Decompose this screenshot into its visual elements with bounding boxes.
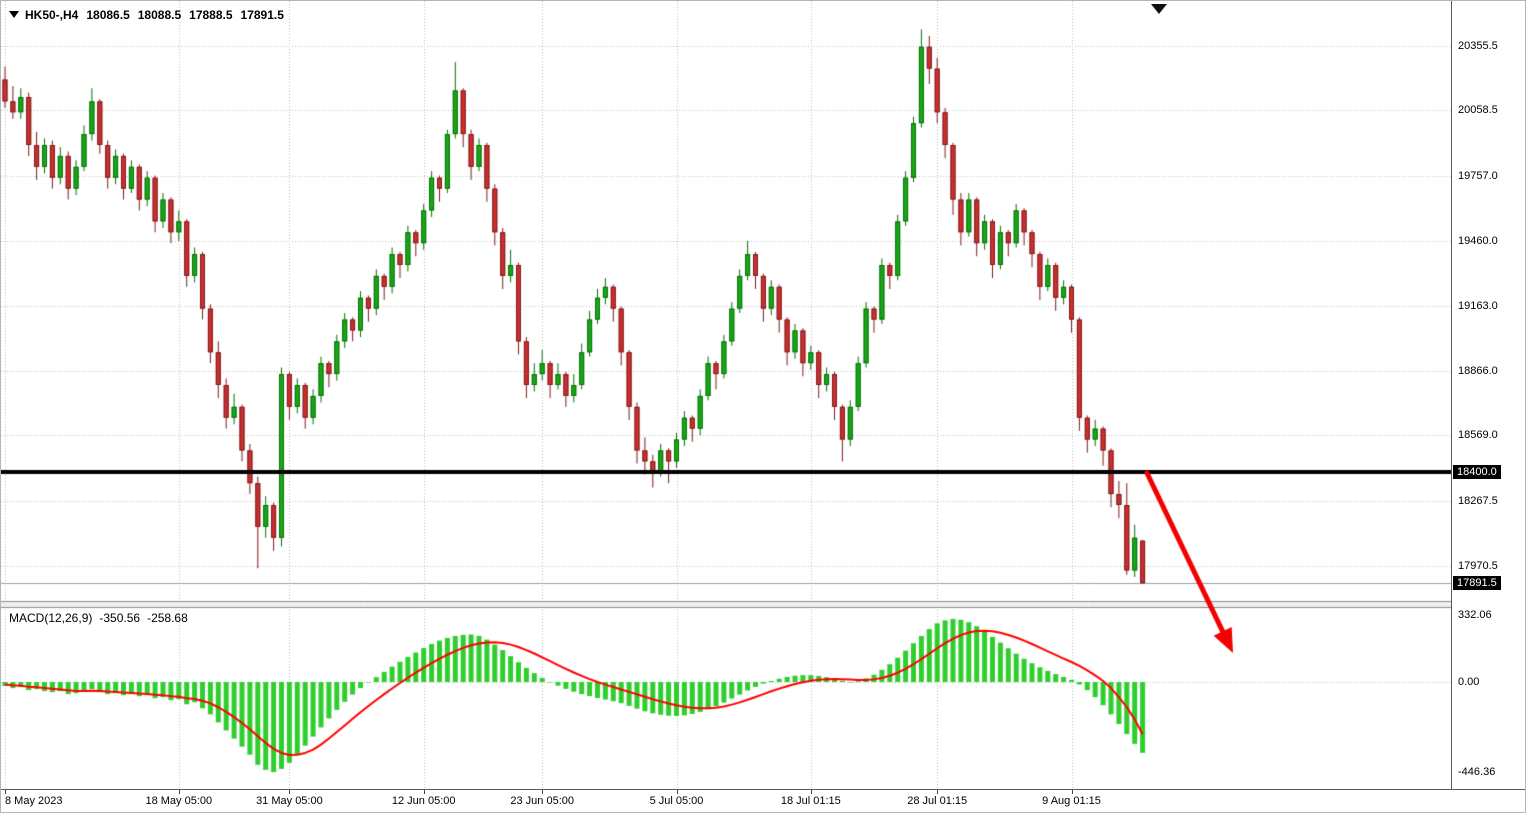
time-tick-mark [424, 790, 425, 794]
chart-shift-marker-icon[interactable] [1151, 4, 1167, 14]
macd-tick-label: 0.00 [1458, 676, 1480, 688]
indicator-label: MACD(12,26,9) -350.56 -258.68 [9, 611, 188, 625]
time-tick-label: 8 May 2023 [5, 795, 63, 807]
macd-tick-label: 332.06 [1458, 608, 1492, 621]
time-axis[interactable]: 8 May 2023 18 May 05:00 31 May 05:00 12 Jun… [1, 789, 1525, 812]
price-tick-label: 18267.5 [1458, 495, 1498, 508]
time-tick-label: 9 Aug 01:15 [1042, 795, 1101, 807]
time-tick-mark [1072, 790, 1073, 794]
time-tick-mark [937, 790, 938, 794]
indicator-signal-value: -258.68 [147, 611, 188, 625]
macd-tick-label: -446.36 [1458, 766, 1496, 779]
time-tick-mark [677, 790, 678, 794]
time-tick-label: 28 Jul 01:15 [907, 795, 968, 807]
time-tick-label: 18 May 05:00 [145, 795, 213, 807]
indicator-main-value: -350.56 [99, 611, 141, 625]
collapse-triangle-icon[interactable] [9, 11, 19, 18]
time-tick-mark [542, 790, 543, 794]
ohlc-low: 17888.5 [189, 8, 233, 22]
time-tick-label: 12 Jun 05:00 [391, 795, 456, 807]
time-tick-label: 31 May 05:00 [256, 795, 323, 807]
time-tick-label: 18 Jul 01:15 [780, 795, 841, 807]
price-tick-label: 18569.0 [1458, 429, 1498, 442]
ohlc-close: 17891.5 [240, 8, 284, 22]
time-tick-mark [179, 790, 180, 794]
price-tick-label: 19163.0 [1458, 299, 1498, 312]
price-line-label: 18400.0 [1453, 465, 1501, 480]
time-tick-label: 5 Jul 05:00 [649, 795, 704, 807]
price-axis[interactable]: 20355.5 20058.5 19757.0 19460.0 19163.0 18866… [1451, 1, 1525, 789]
time-tick-mark [811, 790, 812, 794]
time-tick-label: 23 Jun 05:00 [510, 795, 574, 807]
price-tick-label: 18866.0 [1458, 364, 1498, 377]
indicator-name: MACD(12,26,9) [9, 611, 93, 625]
price-line-label: 17891.5 [1453, 576, 1501, 591]
ohlc-open: 18086.5 [86, 8, 130, 22]
chart-canvas[interactable] [1, 1, 1451, 789]
time-tick-mark [5, 790, 6, 794]
price-tick-label: 17970.5 [1458, 559, 1498, 572]
chart-title: HK50-,H4 18086.5 18088.5 17888.5 17891.5 [25, 8, 284, 22]
price-tick-label: 19460.0 [1458, 235, 1498, 247]
price-tick-label: 20355.5 [1458, 39, 1498, 52]
price-tick-label: 19757.0 [1458, 170, 1498, 183]
symbol-period-label: HK50-,H4 [25, 8, 79, 22]
ohlc-high: 18088.5 [137, 8, 182, 22]
time-tick-mark [289, 790, 290, 794]
price-tick-label: 20058.5 [1458, 104, 1498, 117]
